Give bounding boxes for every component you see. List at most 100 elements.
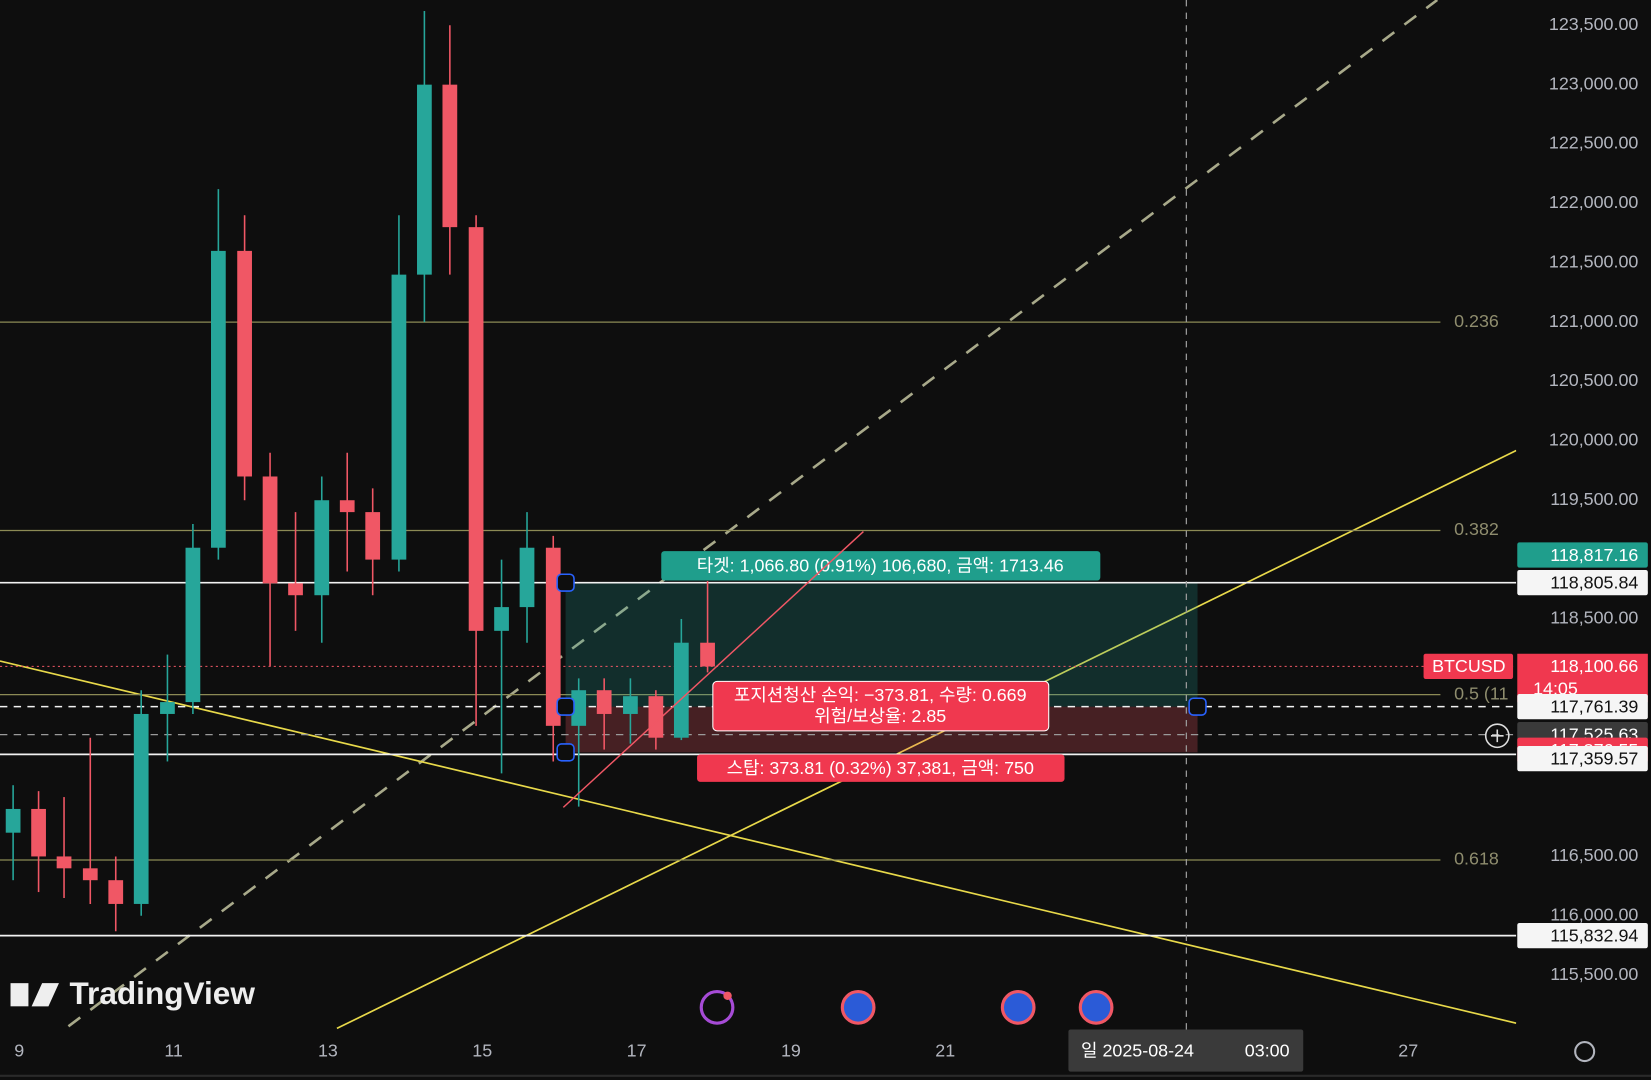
crosshair-date-box: [1068, 1029, 1304, 1072]
event-icon[interactable]: [699, 990, 735, 1025]
candle-body: [596, 690, 612, 714]
ratio-label: 위험/보상율: 2.85: [814, 706, 946, 726]
candle-body: [339, 500, 355, 513]
candle-body: [442, 84, 458, 228]
x-tick-label: 17: [627, 1040, 647, 1060]
price-label: 117,761.39: [1550, 696, 1638, 716]
position-handle: [1188, 697, 1207, 716]
price-axis-bg: [1516, 0, 1651, 1080]
price-label-box: [1517, 923, 1648, 949]
candle-body: [571, 690, 587, 726]
stop-label-box: [697, 754, 1065, 782]
candle-body: [31, 808, 46, 857]
fib-label: 0.236: [1454, 311, 1499, 331]
candle-body: [673, 642, 689, 738]
candle-body: [468, 227, 484, 631]
event-icon[interactable]: [1000, 990, 1036, 1025]
fib-label: 0.382: [1454, 519, 1499, 539]
y-tick-label: 123,500.00: [1549, 14, 1639, 34]
settings-icon[interactable]: [1574, 1041, 1596, 1063]
last-price-label: 118,100.66: [1550, 656, 1638, 676]
candle-body: [5, 808, 21, 833]
candle-body: [133, 713, 149, 904]
candle-body: [391, 274, 407, 560]
price-label-box: [1517, 694, 1648, 720]
countdown-label: 14:05: [1533, 678, 1578, 698]
candle-body: [56, 856, 72, 869]
price-label: 118,805.84: [1550, 572, 1638, 592]
fib-label: 0.618: [1454, 849, 1499, 869]
event-icon[interactable]: [1078, 990, 1114, 1025]
trend-line: [336, 449, 1517, 1030]
y-tick-label: 120,000.00: [1549, 430, 1639, 450]
y-tick-label: 122,500.00: [1549, 133, 1639, 153]
candle-body: [494, 607, 509, 631]
y-tick-label: 120,500.00: [1549, 370, 1639, 390]
symbol-label: BTCUSD: [1432, 656, 1506, 676]
position-handle: [556, 573, 575, 592]
symbol-label-box: [1423, 653, 1514, 680]
trend-line: [67, 0, 1439, 1028]
event-icons[interactable]: [699, 990, 1114, 1025]
pnl-label-box: [712, 680, 1050, 732]
candle-body: [237, 250, 252, 477]
watermark-logo: TradingView: [10, 975, 255, 1011]
event-dot: [723, 991, 732, 1000]
candle-body: [262, 476, 278, 584]
watermark: TradingView: [69, 975, 255, 1011]
candle-body: [210, 250, 226, 548]
y-tick-label: 116,000.00: [1550, 905, 1638, 925]
x-tick-label: 13: [318, 1040, 338, 1060]
y-tick-label: 123,000.00: [1549, 73, 1639, 93]
x-tick-label: 15: [472, 1040, 492, 1060]
x-tick-label: 9: [14, 1040, 24, 1060]
x-tick-label: 27: [1398, 1040, 1418, 1060]
position-handle: [556, 697, 575, 716]
trend-line: [562, 531, 864, 808]
candle-body: [82, 868, 98, 881]
logo-mark: [10, 983, 29, 1007]
candle-body: [700, 642, 715, 667]
price-label-box: [1517, 745, 1648, 772]
y-tick-label: 116,500.00: [1550, 845, 1638, 865]
candle-body: [648, 696, 664, 738]
price-label: 115,832.94: [1550, 925, 1638, 945]
target-label: 타겟: 1,066.80 (0.91%) 106,680, 금액: 1713.4…: [697, 556, 1064, 576]
x-tick-label: 19: [781, 1040, 801, 1060]
candle-body: [623, 696, 638, 714]
event-icon[interactable]: [840, 990, 876, 1025]
candle-body: [545, 547, 561, 726]
y-tick-label: 118,500.00: [1550, 608, 1638, 628]
y-tick-label: 122,000.00: [1549, 192, 1639, 212]
price-label-box: [1517, 542, 1648, 568]
price-label: 118,817.16: [1550, 545, 1638, 565]
stop-label: 스탑: 373.81 (0.32%) 37,381, 금액: 750: [727, 758, 1034, 778]
y-tick-label: 119,500.00: [1550, 489, 1638, 509]
candle-body: [365, 512, 381, 560]
y-tick-label: 121,000.00: [1549, 311, 1639, 331]
target-label-box: [661, 551, 1101, 581]
add-icon[interactable]: [1484, 723, 1510, 749]
candle-body: [160, 702, 175, 714]
crosshair-date: 일 2025-08-24: [1081, 1040, 1194, 1060]
drawings: [0, 0, 1517, 1030]
x-tick-label: 11: [164, 1040, 183, 1060]
position-handle: [556, 743, 575, 762]
y-tick-label: 121,500.00: [1549, 251, 1639, 271]
candle-body: [288, 583, 303, 596]
x-tick-label: 21: [935, 1040, 955, 1060]
price-label-box: [1517, 570, 1648, 596]
price-label: 117,359.57: [1550, 748, 1638, 768]
candle-body: [417, 84, 432, 275]
add-icon: [1490, 729, 1504, 743]
trend-line: [0, 660, 1517, 1024]
candle-body: [314, 500, 330, 596]
candle-body: [519, 547, 535, 608]
candle-body: [108, 880, 124, 904]
y-tick-label: 115,500.00: [1550, 964, 1638, 984]
fib-label: 0.5 (11: [1454, 683, 1508, 703]
logo-mark: [31, 983, 59, 1007]
